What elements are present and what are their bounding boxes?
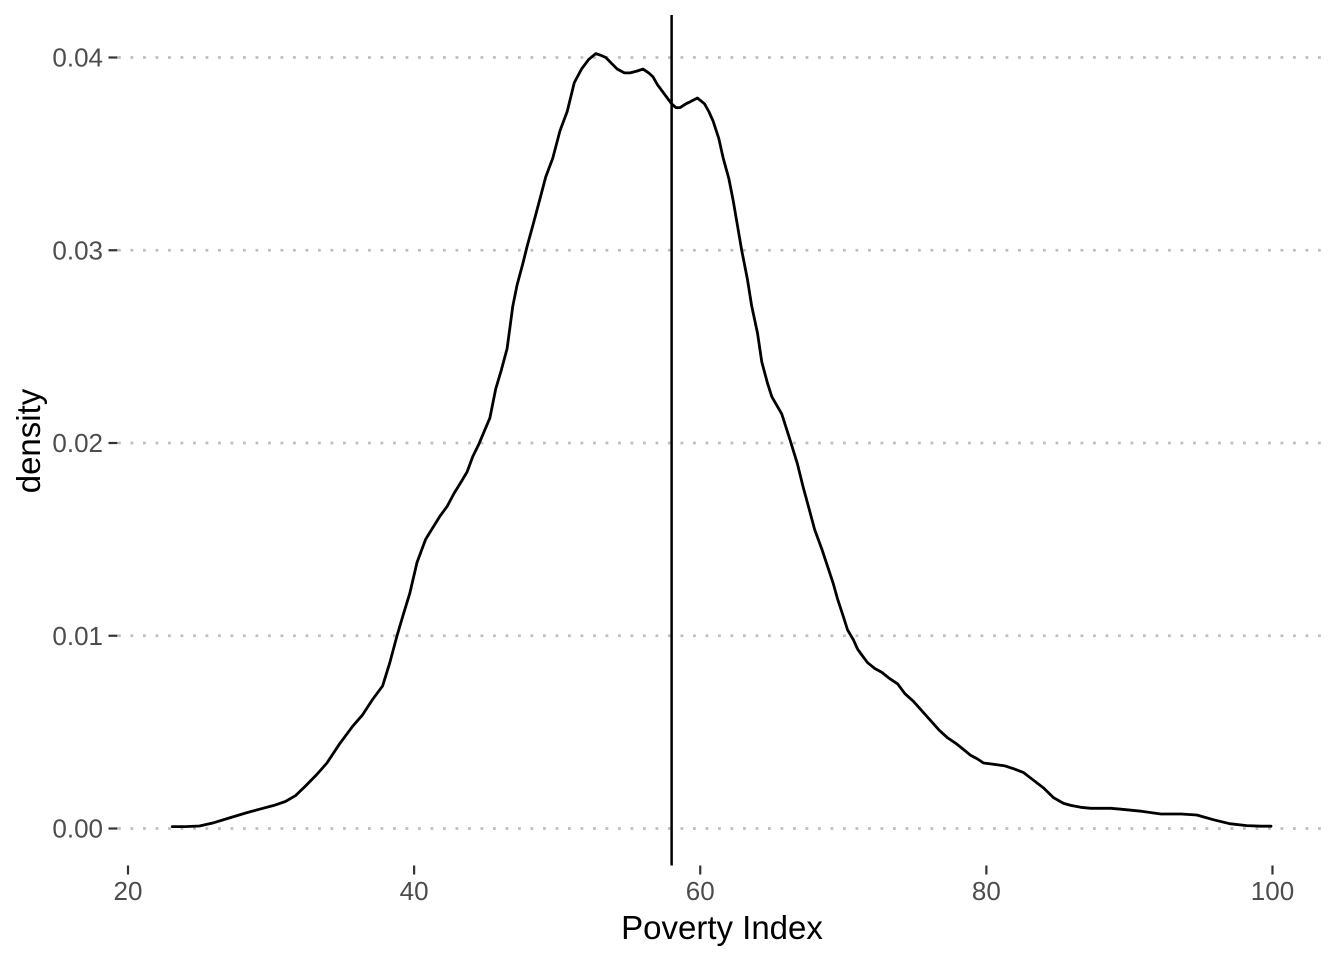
y-axis-title: density xyxy=(10,388,47,493)
y-tick-label: 0.02 xyxy=(52,428,103,458)
x-axis-title: Poverty Index xyxy=(621,909,823,946)
density-curve xyxy=(170,52,1273,828)
y-tick-label: 0.03 xyxy=(52,235,103,265)
x-tick-label: 40 xyxy=(400,876,429,906)
x-tick-label: 20 xyxy=(114,876,143,906)
x-tick-label: 100 xyxy=(1251,876,1294,906)
x-tick-label: 60 xyxy=(686,876,715,906)
y-tick-label: 0.04 xyxy=(52,43,103,73)
tick-labels-group: 20 40 60 80 100 0.00 0.01 0.02 0.03 0.04 xyxy=(52,43,1294,907)
y-tick-label: 0.00 xyxy=(52,814,103,844)
axis-ticks-group xyxy=(108,56,1274,875)
density-curve-layer xyxy=(170,52,1273,828)
gridlines-group xyxy=(118,56,1322,830)
x-tick-label: 80 xyxy=(972,876,1001,906)
y-tick-label: 0.01 xyxy=(52,621,103,651)
